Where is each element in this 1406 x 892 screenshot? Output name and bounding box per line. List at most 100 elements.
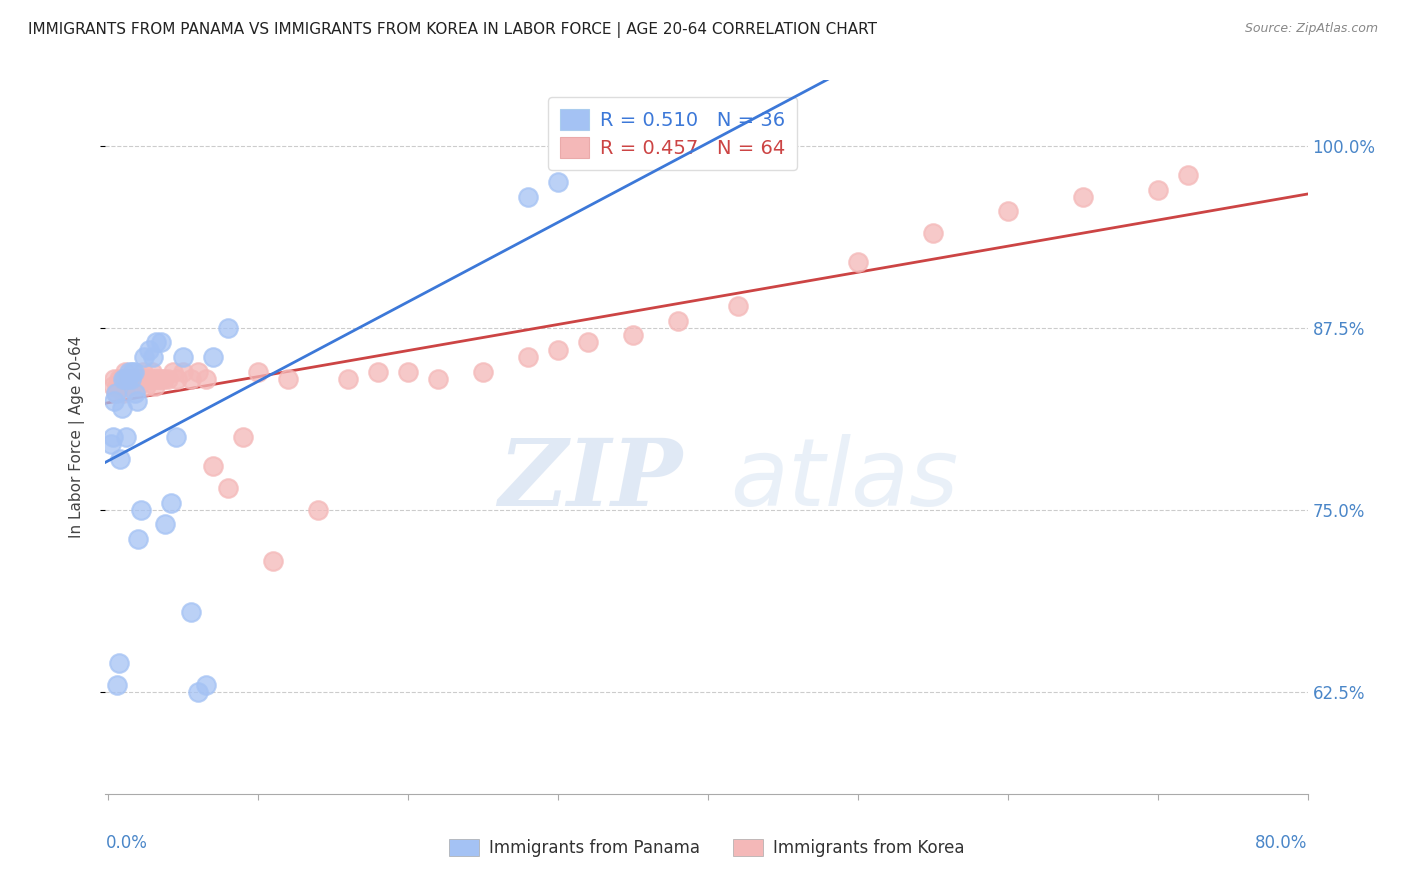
Point [337,372,360,386]
Point [194,678,217,692]
Point [110,379,132,393]
Point [132,365,155,379]
Point [921,226,943,240]
Point [367,365,389,379]
Point [114,372,136,386]
Point [1071,190,1094,204]
Text: ZIP: ZIP [498,435,682,524]
Point [997,204,1019,219]
Point [157,372,180,386]
Point [107,678,129,692]
Point [121,365,143,379]
Point [155,517,177,532]
Point [166,372,188,386]
Point [108,656,131,670]
Point [217,481,239,495]
Point [139,372,162,386]
Point [135,379,157,393]
Point [111,401,134,415]
Point [727,299,749,313]
Point [120,372,142,386]
Point [104,386,127,401]
Point [307,503,329,517]
Point [187,685,209,699]
Point [576,335,599,350]
Point [162,365,184,379]
Point [172,365,194,379]
Point [120,372,142,386]
Point [118,365,141,379]
Point [112,372,135,386]
Point [124,386,146,401]
Point [125,372,148,386]
Point [101,379,124,393]
Point [160,495,183,509]
Point [277,372,299,386]
Point [146,372,169,386]
Point [666,313,689,327]
Point [122,365,145,379]
Point [101,430,124,444]
Text: IMMIGRANTS FROM PANAMA VS IMMIGRANTS FROM KOREA IN LABOR FORCE | AGE 20-64 CORRE: IMMIGRANTS FROM PANAMA VS IMMIGRANTS FRO… [28,22,877,38]
Point [165,430,187,444]
Point [131,503,153,517]
Point [134,350,156,364]
Point [107,379,129,393]
Point [131,372,153,386]
Text: Source: ZipAtlas.com: Source: ZipAtlas.com [1244,22,1378,36]
Point [217,321,239,335]
Point [111,372,134,386]
Point [621,328,644,343]
Point [846,255,869,269]
Point [117,372,139,386]
Point [194,372,217,386]
Point [124,372,146,386]
Point [108,372,131,386]
Point [145,335,167,350]
Point [547,175,569,189]
Point [103,372,125,386]
Point [127,379,149,393]
Point [153,372,176,386]
Point [232,430,254,444]
Point [1146,182,1168,196]
Point [180,605,202,619]
Point [138,372,160,386]
Point [100,437,122,451]
Point [427,372,450,386]
Legend: Immigrants from Panama, Immigrants from Korea: Immigrants from Panama, Immigrants from … [441,832,972,864]
Point [103,393,125,408]
Point [517,190,540,204]
Point [202,350,225,364]
Point [115,379,138,393]
Point [1177,168,1199,182]
Point [141,365,163,379]
Text: 0.0%: 0.0% [105,834,148,852]
Point [142,372,165,386]
Point [180,372,202,386]
Point [143,379,166,393]
Point [114,365,136,379]
Point [396,365,419,379]
Point [472,365,495,379]
Point [187,365,209,379]
Point [202,459,225,474]
Point [136,372,159,386]
Y-axis label: In Labor Force | Age 20-64: In Labor Force | Age 20-64 [69,336,84,538]
Point [115,430,138,444]
Point [118,372,141,386]
Point [247,365,270,379]
Text: atlas: atlas [731,434,959,525]
Point [110,451,132,466]
Text: 80.0%: 80.0% [1256,834,1308,852]
Point [127,532,149,546]
Point [117,372,139,386]
Point [172,350,194,364]
Point [145,372,167,386]
Point [125,393,148,408]
Point [138,343,160,357]
Point [112,386,135,401]
Point [129,372,152,386]
Point [262,554,284,568]
Point [142,350,165,364]
